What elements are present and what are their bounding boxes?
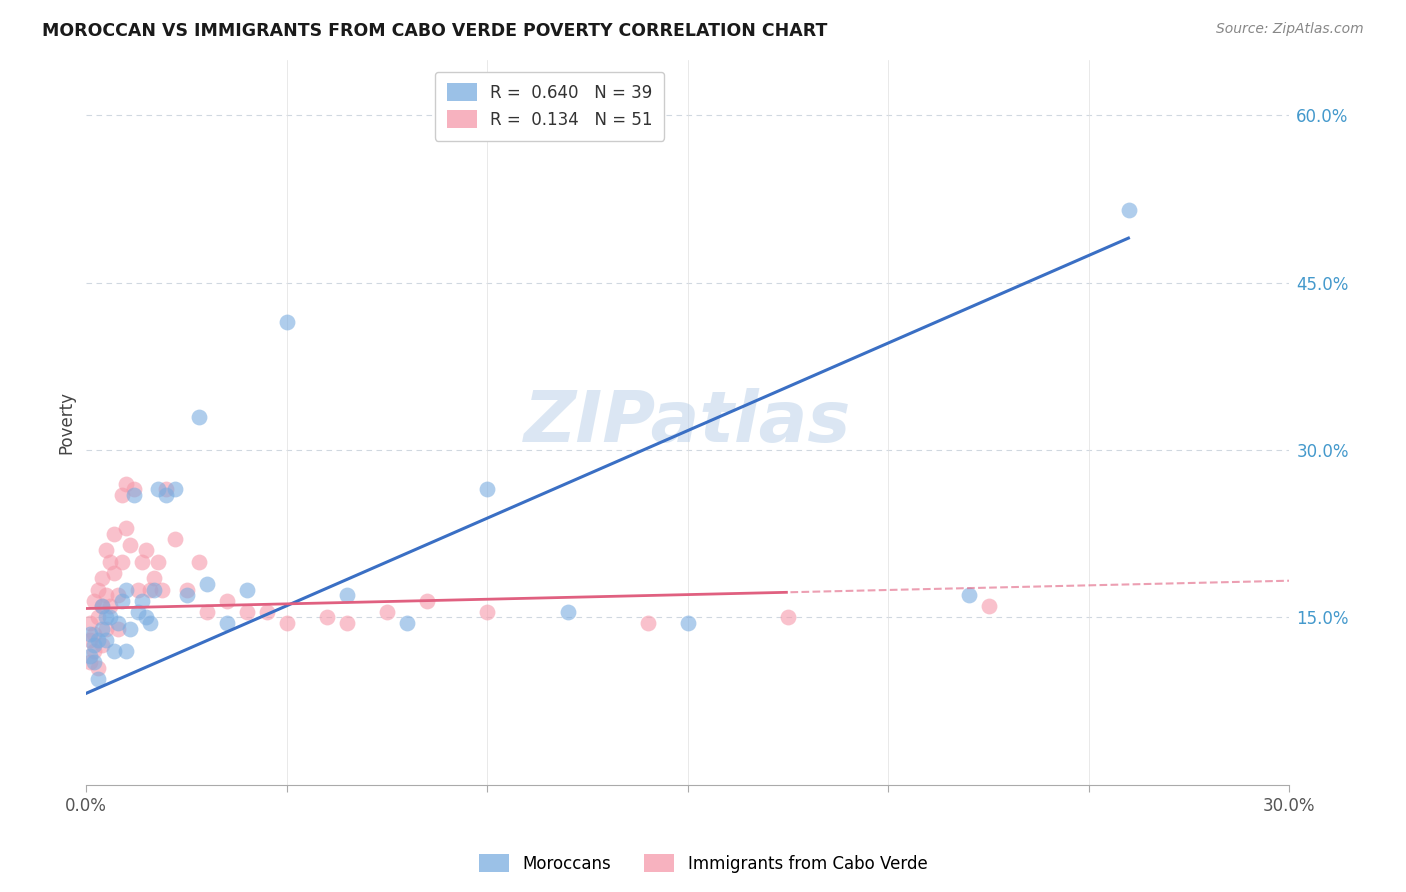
Point (120, 538, 142, 552)
Point (98, 599, 121, 614)
Point (96, 622, 118, 636)
Point (124, 488, 146, 502)
Point (778, 610, 800, 624)
Point (957, 588, 980, 602)
Point (139, 582, 162, 597)
Point (396, 615, 419, 630)
Point (195, 577, 218, 591)
Point (135, 543, 157, 558)
Point (215, 593, 238, 607)
Y-axis label: Poverty: Poverty (58, 391, 75, 454)
Point (91, 599, 114, 614)
Point (115, 521, 138, 535)
Point (103, 526, 125, 541)
Point (87, 660, 110, 674)
Point (79, 655, 101, 669)
Point (176, 582, 198, 597)
Point (124, 482, 146, 496)
Point (187, 409, 209, 424)
Point (91, 571, 114, 585)
Point (107, 615, 129, 630)
Point (96, 543, 118, 558)
Point (195, 605, 218, 619)
Point (96, 588, 118, 602)
Point (155, 482, 177, 496)
Point (215, 615, 238, 630)
Point (83, 627, 105, 641)
Point (115, 582, 138, 597)
Point (127, 605, 149, 619)
Point (111, 555, 134, 569)
Point (416, 593, 439, 607)
Point (637, 615, 659, 630)
Point (115, 644, 138, 658)
Point (107, 588, 129, 602)
Point (83, 638, 105, 652)
Text: ZIPatlas: ZIPatlas (524, 388, 852, 457)
Point (83, 593, 105, 607)
Text: MOROCCAN VS IMMIGRANTS FROM CABO VERDE POVERTY CORRELATION CHART: MOROCCAN VS IMMIGRANTS FROM CABO VERDE P… (42, 22, 828, 40)
Point (477, 482, 499, 496)
Point (152, 582, 174, 597)
Point (276, 315, 298, 329)
Point (163, 482, 186, 496)
Point (115, 476, 138, 491)
Point (143, 571, 166, 585)
Point (155, 488, 177, 502)
Point (187, 555, 209, 569)
Point (375, 605, 398, 619)
Point (98, 555, 121, 569)
Point (276, 615, 298, 630)
Point (131, 593, 153, 607)
Point (91, 599, 114, 614)
Text: Source: ZipAtlas.com: Source: ZipAtlas.com (1216, 22, 1364, 37)
Point (96, 610, 118, 624)
Point (256, 605, 278, 619)
Point (83, 655, 105, 669)
Point (1118, 203, 1140, 218)
Point (139, 615, 162, 630)
Point (87, 672, 110, 686)
Point (111, 593, 134, 607)
Point (91, 622, 114, 636)
Legend: R =  0.640   N = 39, R =  0.134   N = 51: R = 0.640 N = 39, R = 0.134 N = 51 (434, 71, 664, 141)
Point (103, 644, 125, 658)
Point (131, 555, 153, 569)
Point (336, 588, 359, 602)
Point (477, 605, 499, 619)
Point (977, 599, 1000, 614)
Point (557, 605, 579, 619)
Point (103, 566, 125, 580)
Point (127, 582, 149, 597)
Point (83, 644, 105, 658)
Point (107, 622, 129, 636)
Point (87, 610, 110, 624)
Legend: Moroccans, Immigrants from Cabo Verde: Moroccans, Immigrants from Cabo Verde (472, 847, 934, 880)
Point (148, 482, 170, 496)
Point (96, 632, 118, 647)
Point (87, 582, 110, 597)
Point (79, 632, 101, 647)
Point (79, 615, 101, 630)
Point (87, 632, 110, 647)
Point (98, 610, 121, 624)
Point (316, 610, 339, 624)
Point (235, 582, 257, 597)
Point (235, 605, 257, 619)
Point (676, 615, 699, 630)
Point (135, 610, 157, 624)
Point (91, 638, 114, 652)
Point (163, 533, 186, 547)
Point (143, 582, 166, 597)
Point (79, 627, 101, 641)
Point (111, 488, 134, 502)
Point (120, 622, 142, 636)
Point (79, 649, 101, 664)
Point (176, 588, 198, 602)
Point (336, 615, 359, 630)
Point (148, 555, 170, 569)
